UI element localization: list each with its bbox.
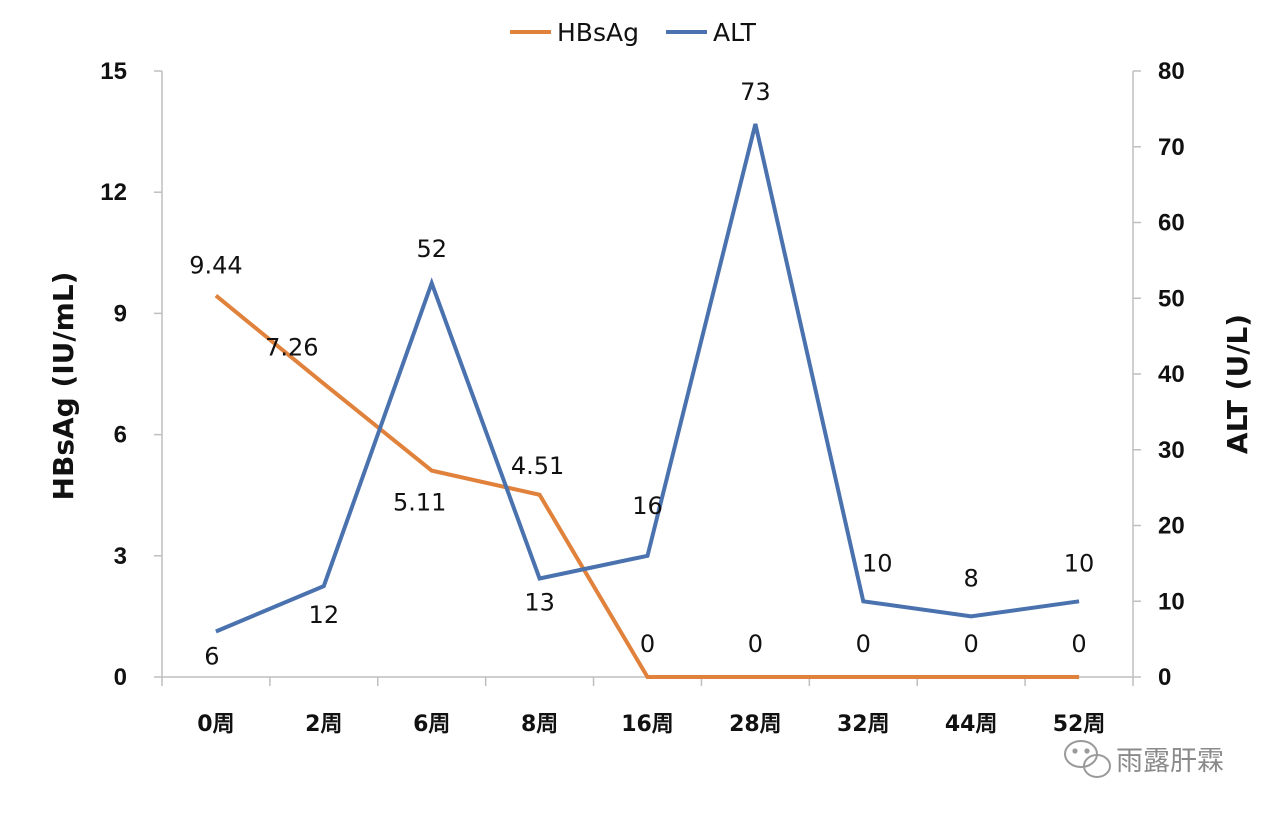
data-label-alt: 52: [416, 235, 447, 263]
data-label-alt: 12: [309, 601, 340, 629]
x-tick-label: 28周: [729, 712, 782, 737]
data-label-hbsag: 0: [856, 630, 871, 658]
series-line-hbsag: [216, 296, 1079, 677]
x-tick-label: 6周: [413, 712, 450, 737]
x-tick-label: 16周: [621, 712, 674, 737]
data-label-hbsag: 0: [964, 630, 979, 658]
data-label-hbsag: 0: [640, 630, 655, 658]
y-right-tick-label: 50: [1158, 285, 1185, 312]
y-right-tick-label: 30: [1158, 437, 1185, 464]
chart-axes: [162, 71, 1133, 677]
data-label-alt: 8: [964, 564, 979, 592]
y-left-tick-label: 3: [114, 543, 127, 570]
chart: 03691215010203040506070800周 2周 6周 8周 16周 28周 3…: [0, 0, 1280, 814]
y-right-tick-label: 70: [1158, 134, 1185, 161]
y-right-tick-label: 80: [1158, 58, 1185, 85]
data-label-hbsag: 5.11: [393, 489, 446, 517]
y-left-tick-label: 9: [114, 300, 127, 327]
x-tick-label: 2周: [305, 712, 342, 737]
y-right-tick-label: 0: [1158, 664, 1171, 691]
data-label-alt: 10: [1064, 549, 1095, 577]
x-tick-label: 8周: [521, 712, 558, 737]
legend-label-hbsag: HBsAg: [557, 18, 639, 47]
x-tick-label: 44周: [945, 712, 998, 737]
y-left-tick-label: 15: [100, 58, 127, 85]
data-label-alt: 10: [862, 549, 893, 577]
data-label-hbsag: 0: [748, 630, 763, 658]
data-label-hbsag: 4.51: [511, 452, 564, 480]
x-tick-label: 0周: [197, 712, 234, 737]
data-label-alt: 6: [204, 643, 219, 671]
data-label-alt: 73: [740, 78, 771, 106]
y-left-tick-label: 12: [100, 179, 127, 206]
x-tick-label: 32周: [837, 712, 890, 737]
data-label-alt: 13: [524, 589, 555, 617]
y-left-tick-label: 0: [114, 664, 127, 691]
chart-series: [216, 124, 1079, 677]
wechat-icon: [1065, 741, 1110, 777]
y-right-axis-label: ALT (U/L): [1221, 314, 1254, 454]
watermark: 雨露肝霖: [1065, 741, 1224, 777]
data-label-hbsag: 7.26: [265, 334, 318, 362]
series-line-alt: [216, 124, 1079, 632]
y-right-tick-label: 60: [1158, 210, 1185, 237]
y-right-tick-label: 10: [1158, 588, 1185, 615]
x-tick-label: 52周: [1053, 712, 1106, 737]
legend-label-alt: ALT: [713, 18, 757, 47]
y-left-tick-label: 6: [114, 422, 127, 449]
data-label-hbsag: 9.44: [189, 252, 242, 280]
y-right-tick-label: 20: [1158, 513, 1185, 540]
legend: HBsAg ALT: [510, 18, 757, 47]
data-label-alt: 16: [632, 492, 663, 520]
y-left-axis-label: HBsAg (IU/mL): [47, 272, 80, 501]
y-right-tick-label: 40: [1158, 361, 1185, 388]
data-label-hbsag: 0: [1071, 630, 1086, 658]
watermark-text: 雨露肝霖: [1116, 746, 1224, 777]
